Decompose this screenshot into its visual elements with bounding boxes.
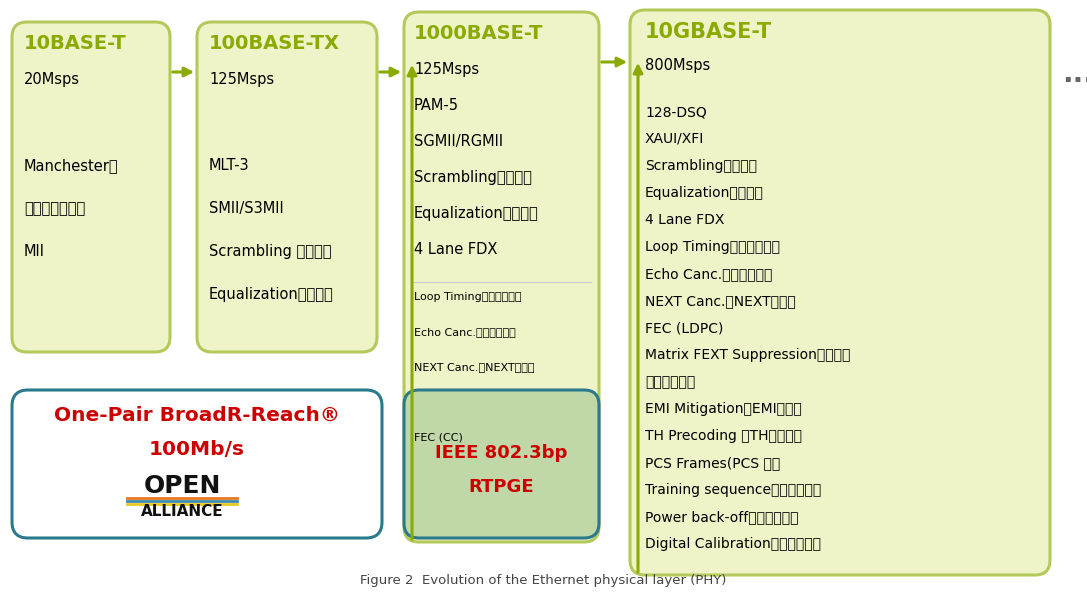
FancyBboxPatch shape [404, 12, 599, 542]
Text: 125Msps: 125Msps [414, 62, 479, 77]
Text: Equalization（均衡）: Equalization（均衡） [414, 206, 539, 221]
Text: 128-DSQ: 128-DSQ [645, 105, 707, 119]
Text: Echo Canc.（回波抑制）: Echo Canc.（回波抑制） [414, 327, 515, 337]
Text: Equalization（均衡）: Equalization（均衡） [645, 186, 764, 200]
FancyBboxPatch shape [197, 22, 377, 352]
Text: NEXT Canc.（NEXT抑制）: NEXT Canc.（NEXT抑制） [414, 362, 535, 372]
Text: Loop Timing（循环定时）: Loop Timing（循环定时） [414, 292, 522, 302]
Text: 800Msps: 800Msps [645, 58, 710, 73]
Text: 曼彿斯特编码）: 曼彿斯特编码） [24, 201, 85, 216]
Text: Equalization（均衡）: Equalization（均衡） [209, 287, 334, 302]
Text: NEXT Canc.（NEXT抑制）: NEXT Canc.（NEXT抑制） [645, 294, 796, 308]
Text: Figure 2  Evolution of the Ethernet physical layer (PHY): Figure 2 Evolution of the Ethernet physi… [360, 574, 726, 587]
Text: Scrambling（加扰）: Scrambling（加扰） [414, 170, 532, 185]
Text: ...: ... [1062, 60, 1087, 88]
Text: Echo Canc.（回波抑制）: Echo Canc.（回波抑制） [645, 267, 773, 281]
Text: 20Msps: 20Msps [24, 72, 80, 87]
Text: SGMII/RGMII: SGMII/RGMII [414, 134, 503, 149]
Text: Scrambling（加扰）: Scrambling（加扰） [645, 159, 757, 173]
Text: XAUI/XFI: XAUI/XFI [645, 132, 704, 146]
Text: IEEE 802.3bp: IEEE 802.3bp [435, 444, 567, 462]
Text: Digital Calibration（数字校准）: Digital Calibration（数字校准） [645, 537, 821, 551]
Text: Manchester（: Manchester（ [24, 158, 118, 173]
Text: Loop Timing（循环定时）: Loop Timing（循环定时） [645, 240, 780, 254]
FancyBboxPatch shape [404, 390, 599, 538]
Text: Scrambling （加扰）: Scrambling （加扰） [209, 244, 332, 259]
Text: 1000BASE-T: 1000BASE-T [414, 24, 544, 43]
Text: Power back-off（功率回馈）: Power back-off（功率回馈） [645, 510, 799, 524]
Text: FEC (LDPC): FEC (LDPC) [645, 321, 723, 335]
Text: PAM-5: PAM-5 [414, 98, 459, 113]
Text: 4 Lane FDX: 4 Lane FDX [645, 213, 724, 227]
Text: 端串扰抑制）: 端串扰抑制） [645, 375, 696, 389]
Text: MII: MII [24, 244, 45, 259]
Text: 125Msps: 125Msps [209, 72, 274, 87]
FancyBboxPatch shape [630, 10, 1050, 575]
Text: OPEN: OPEN [143, 474, 221, 498]
Text: Training sequence（训练序列）: Training sequence（训练序列） [645, 483, 822, 497]
Text: 4 Lane FDX: 4 Lane FDX [414, 242, 498, 257]
Text: 10BASE-T: 10BASE-T [24, 34, 126, 53]
Text: SMII/S3MII: SMII/S3MII [209, 201, 284, 216]
Text: EMI Mitigation（EMI抑制）: EMI Mitigation（EMI抑制） [645, 402, 802, 416]
Text: MLT-3: MLT-3 [209, 158, 250, 173]
Text: Matrix FEXT Suppression（矩阵远: Matrix FEXT Suppression（矩阵远 [645, 348, 850, 362]
Text: PCS Frames(PCS 帧）: PCS Frames(PCS 帧） [645, 456, 780, 470]
Text: 10GBASE-T: 10GBASE-T [645, 22, 772, 42]
Text: TH Precoding （TH预编码）: TH Precoding （TH预编码） [645, 429, 802, 443]
Text: 100Mb/s: 100Mb/s [149, 440, 245, 459]
Text: One-Pair BroadR-Reach®: One-Pair BroadR-Reach® [54, 406, 340, 425]
Text: ALLIANCE: ALLIANCE [140, 504, 223, 519]
Text: RTPGE: RTPGE [468, 478, 534, 496]
FancyBboxPatch shape [12, 22, 170, 352]
Text: 100BASE-TX: 100BASE-TX [209, 34, 340, 53]
Text: FEC (CC): FEC (CC) [414, 432, 463, 442]
FancyBboxPatch shape [12, 390, 382, 538]
